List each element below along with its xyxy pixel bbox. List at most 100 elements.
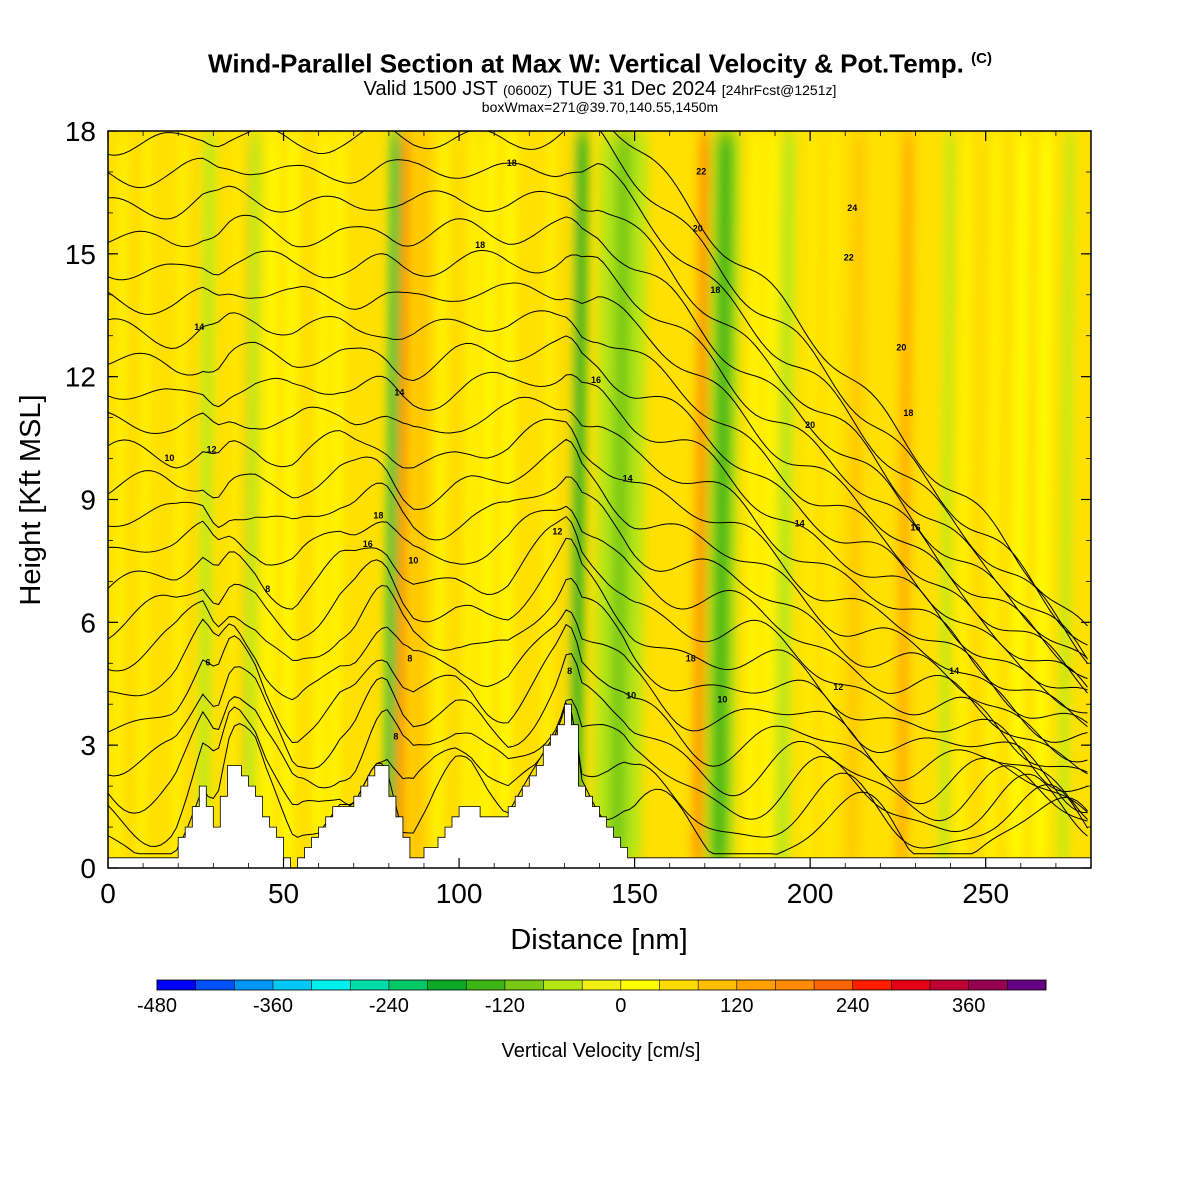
theta-contour-line — [108, 335, 1088, 691]
downdraft-band — [245, 131, 259, 868]
theta-contour-line — [108, 609, 1088, 820]
terrain — [108, 703, 1091, 868]
theta-contour-line — [108, 577, 1088, 814]
theta-contour-label: 22 — [696, 166, 706, 176]
y-tick-label: 6 — [80, 607, 96, 638]
theta-contour-label: 10 — [164, 453, 174, 463]
theta-contour-label: 12 — [207, 445, 217, 455]
updraft-band — [445, 131, 466, 868]
theta-contour-label: 14 — [795, 518, 805, 528]
colorbar-tick-label: 360 — [952, 995, 985, 1017]
theta-contour-labels: 6 8 10 12 14 16 18 10 8 8 14 18 18 12 8 16 14 10 18 22 20 18 1… — [164, 158, 959, 741]
x-tick-label: 50 — [268, 878, 299, 909]
x-tick-label: 100 — [436, 878, 483, 909]
y-axis-label: Height [Kft MSL] — [15, 394, 47, 605]
theta-contours — [108, 131, 1088, 855]
downdraft-band — [572, 131, 585, 868]
theta-contour-line — [108, 157, 1088, 664]
theta-contour-label: 20 — [805, 420, 815, 430]
downdraft-band — [386, 131, 398, 868]
y-tick-label: 3 — [80, 730, 96, 761]
updraft-band — [1021, 131, 1042, 868]
theta-contour-line — [108, 185, 1088, 660]
updraft-band — [694, 131, 708, 868]
chart-title-block: Wind-Parallel Section at Max W: Vertical… — [0, 44, 1200, 114]
theta-contour-line — [108, 702, 1088, 849]
colorbar-swatch — [620, 980, 660, 990]
valid-time-line: Valid 1500 JST (0600Z) TUE 31 Dec 2024 [… — [0, 79, 1200, 100]
theta-contour-label: 14 — [394, 387, 404, 397]
updraft-band — [488, 131, 507, 868]
theta-contour-line — [108, 476, 1088, 763]
colorbar-label: Vertical Velocity [cm/s] — [502, 1040, 701, 1062]
theta-contour-label: 18 — [710, 285, 720, 295]
theta-contour-label: 20 — [896, 342, 906, 352]
theta-contour-label: 24 — [847, 203, 857, 213]
theta-contour-line — [108, 418, 1088, 724]
colorbar-swatch — [157, 980, 197, 990]
copyright-mark: (C) — [971, 50, 992, 67]
theta-contour-label: 16 — [363, 539, 373, 549]
x-tick-label: 0 — [100, 878, 116, 909]
axes: 0 50 100 150 200 250 0 3 6 9 12 15 18 — [65, 116, 1092, 909]
forecast-info: [24hrFcst@1251z] — [721, 81, 837, 98]
theta-contour-label: 18 — [903, 408, 913, 418]
colorbar-swatch — [427, 980, 467, 990]
theta-contour-label: 12 — [833, 682, 843, 692]
colorbar-tick-label: -480 — [137, 995, 177, 1017]
theta-contour-label: 14 — [194, 322, 204, 332]
theta-contour-line — [108, 505, 1088, 775]
updraft-band — [753, 131, 769, 868]
colorbar: -480 -360 -240 -120 0 120 240 360 — [137, 979, 1047, 1017]
downdraft-band — [778, 131, 793, 868]
colorbar-tick-label: -360 — [253, 995, 293, 1017]
chart-title-text: Wind-Parallel Section at Max W: Vertical… — [208, 48, 964, 79]
theta-contour-line — [108, 653, 1088, 822]
updraft-band — [183, 131, 201, 868]
theta-contour-line — [108, 696, 1088, 837]
valid-time-utc: (0600Z) — [502, 81, 553, 98]
downdraft-band — [941, 131, 953, 868]
colorbar-swatch — [930, 980, 970, 990]
theta-contour-label: 14 — [623, 473, 633, 483]
theta-contour-label: 12 — [552, 527, 562, 537]
colorbar-swatch — [736, 980, 776, 990]
terrain-profile — [108, 703, 1091, 868]
plot-area: 6 8 10 12 14 16 18 10 8 8 14 18 18 12 8 16 14 10 18 22 20 18 1… — [108, 131, 1091, 868]
colorbar-swatch — [195, 980, 235, 990]
theta-contour-line — [108, 438, 1088, 743]
updraft-band — [271, 131, 289, 868]
colorbar-tick-label: 240 — [836, 995, 869, 1017]
downdraft-band — [713, 131, 732, 868]
x-tick-label: 150 — [611, 878, 658, 909]
colorbar-swatch — [582, 980, 622, 990]
theta-contour-label: 14 — [949, 666, 959, 676]
theta-contour-label: 18 — [507, 158, 517, 168]
colorbar-swatch — [311, 980, 351, 990]
colorbar-swatch — [543, 980, 583, 990]
theta-contour-label: 8 — [407, 654, 412, 664]
y-tick-label: 12 — [65, 362, 96, 393]
theta-contour-label: 10 — [626, 690, 636, 700]
colorbar-swatch — [234, 980, 274, 990]
theta-contour-line — [108, 515, 1088, 773]
theta-contour-label: 18 — [686, 654, 696, 664]
theta-contour-label: 20 — [693, 224, 703, 234]
valid-date: TUE 31 Dec 2024 — [557, 77, 717, 100]
theta-contour-line — [108, 282, 1088, 694]
colorbar-swatch — [350, 980, 390, 990]
theta-contour-line — [108, 537, 1088, 793]
colorbar-swatch — [466, 980, 506, 990]
downdraft-band — [608, 131, 633, 868]
colorbar-swatch — [388, 980, 429, 990]
theta-contour-label: 10 — [717, 695, 727, 705]
updraft-band — [123, 131, 142, 868]
theta-contour-label: 16 — [910, 523, 920, 533]
y-tick-label: 9 — [80, 485, 96, 516]
valid-time-local: Valid 1500 JST — [363, 77, 498, 100]
theta-contour-label: 18 — [373, 510, 383, 520]
theta-contour-line — [108, 249, 1088, 680]
theta-contour-label: 8 — [265, 584, 270, 594]
updraft-band — [812, 131, 829, 868]
